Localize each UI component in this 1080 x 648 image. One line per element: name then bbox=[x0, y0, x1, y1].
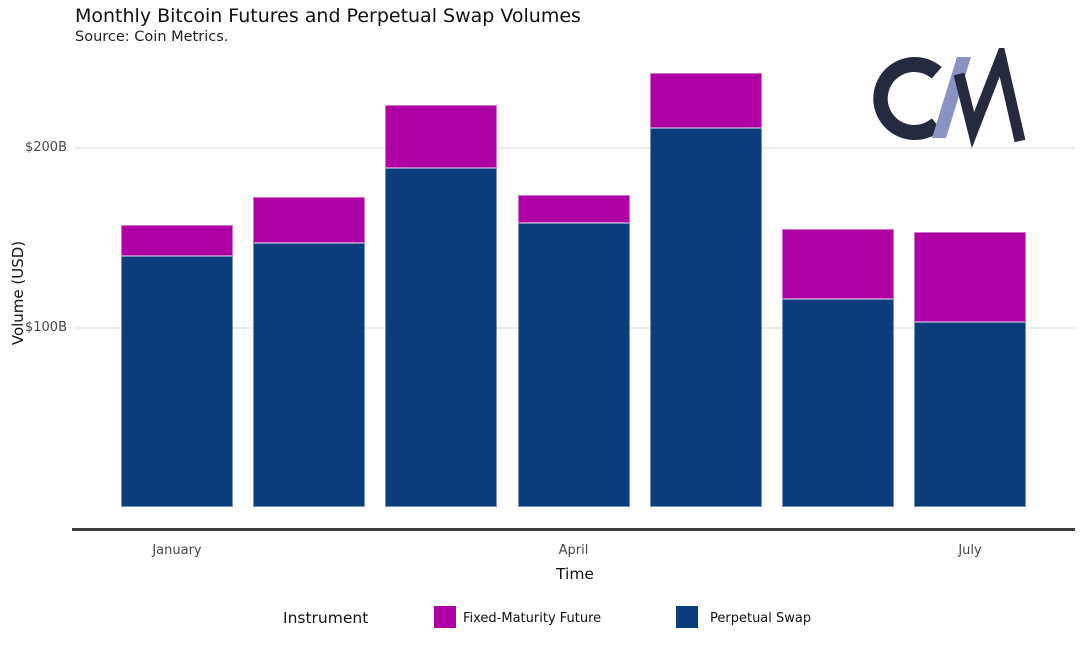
legend-label-fixed-maturity-future: Fixed-Maturity Future bbox=[463, 611, 602, 626]
bar-segment-fixed-maturity-future-june bbox=[781, 228, 894, 299]
bar-segment-fixed-maturity-future-january bbox=[121, 225, 233, 256]
y-tick-label-200b: $200B bbox=[24, 140, 67, 155]
chart-title: Monthly Bitcoin Futures and Perpetual Sw… bbox=[75, 5, 581, 27]
bar-segment-perpetual-swap-january bbox=[121, 255, 233, 507]
legend-swatch-fixed-maturity-future bbox=[434, 606, 456, 628]
bar-segment-perpetual-swap-may bbox=[649, 128, 762, 507]
bar-segment-fixed-maturity-future-may bbox=[649, 72, 762, 129]
bar-segment-perpetual-swap-april bbox=[517, 223, 630, 507]
gridline--200b bbox=[75, 147, 1075, 149]
legend-label-perpetual-swap: Perpetual Swap bbox=[710, 611, 812, 626]
bar-segment-fixed-maturity-future-april bbox=[517, 194, 630, 224]
chart-subtitle: Source: Coin Metrics. bbox=[75, 29, 229, 45]
bar-segment-perpetual-swap-february bbox=[253, 243, 366, 507]
bar-segment-perpetual-swap-july bbox=[914, 322, 1026, 507]
bar-segment-fixed-maturity-future-march bbox=[385, 104, 498, 168]
logo-letter-c bbox=[873, 56, 942, 140]
bar-segment-perpetual-swap-march bbox=[385, 167, 498, 507]
coin-metrics-logo bbox=[873, 48, 1026, 148]
bar-segment-fixed-maturity-future-february bbox=[253, 196, 366, 244]
x-tick-label-july: July bbox=[958, 543, 982, 558]
bar-segment-fixed-maturity-future-july bbox=[914, 232, 1026, 323]
x-axis-title: Time bbox=[556, 565, 594, 583]
legend-swatch-perpetual-swap bbox=[676, 606, 698, 628]
logo-letter-m bbox=[953, 48, 1026, 148]
bar-segment-perpetual-swap-june bbox=[781, 298, 894, 507]
x-tick-label-april: April bbox=[558, 543, 589, 558]
legend-title: Instrument bbox=[283, 609, 369, 627]
y-tick-label-100b: $100B bbox=[24, 319, 67, 335]
x-tick-label-january: January bbox=[152, 543, 202, 558]
x-axis-line bbox=[72, 528, 1075, 531]
